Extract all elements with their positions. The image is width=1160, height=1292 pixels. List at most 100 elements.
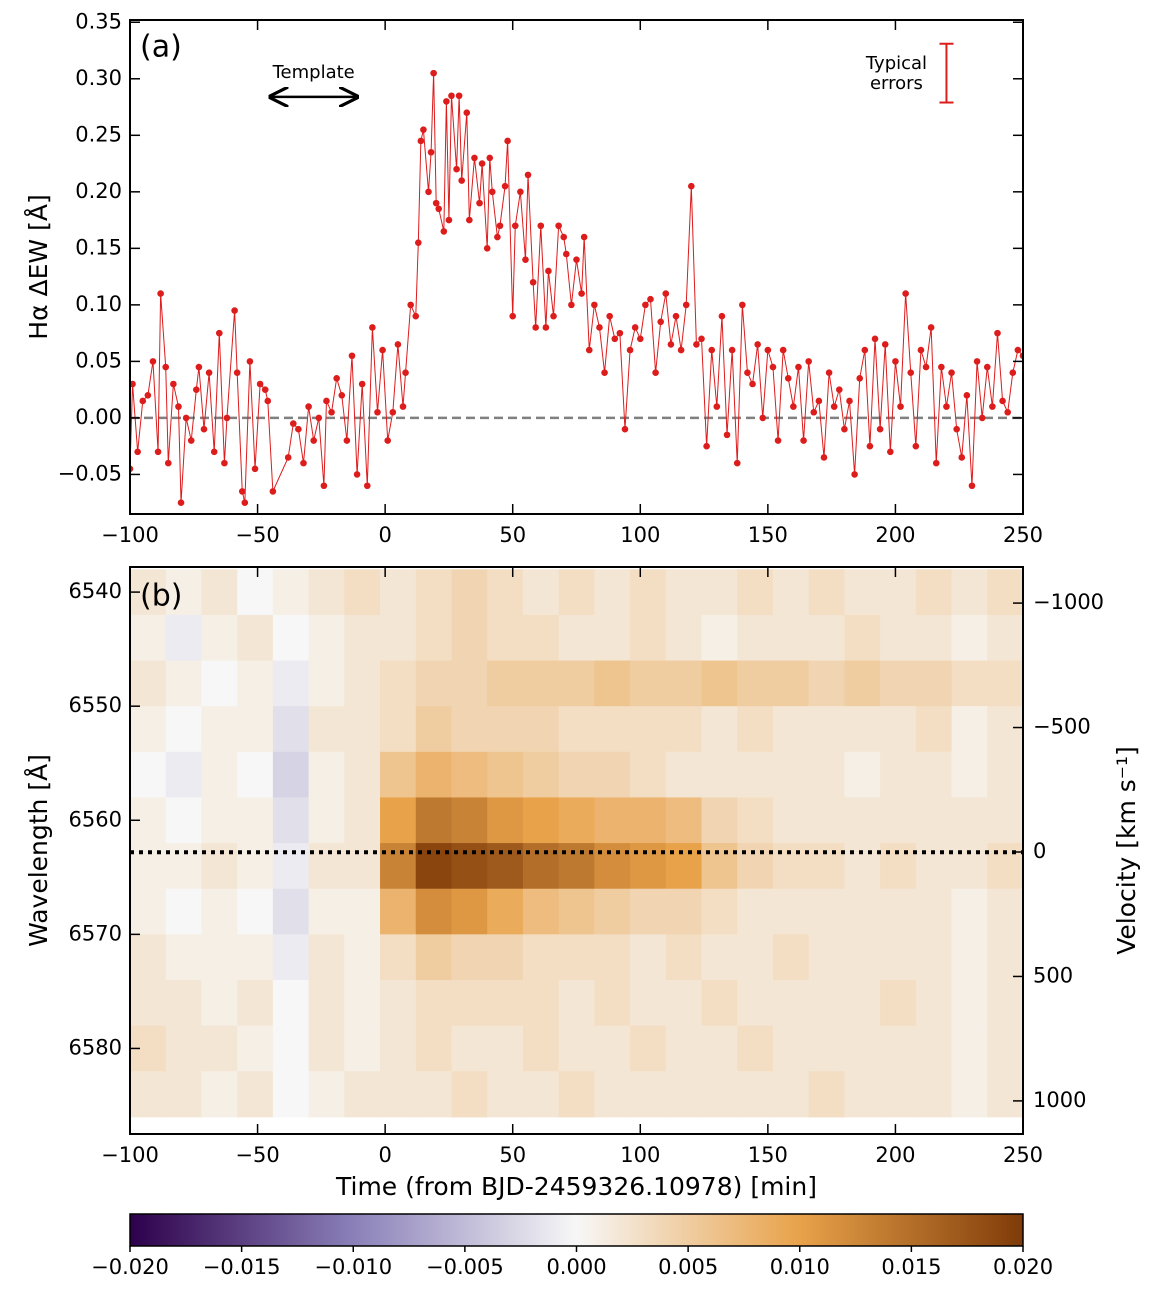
heatmap-cell bbox=[522, 797, 560, 844]
y-tick-label: 0.25 bbox=[75, 122, 122, 146]
heatmap-cell bbox=[808, 979, 845, 1027]
data-point bbox=[430, 69, 437, 77]
heatmap-cell bbox=[487, 706, 524, 753]
heatmap-cell bbox=[665, 888, 703, 935]
y-tick-label: 0.35 bbox=[75, 9, 122, 33]
heatmap-cell bbox=[665, 934, 703, 981]
data-point bbox=[415, 239, 422, 246]
data-point bbox=[580, 233, 588, 241]
data-point bbox=[251, 465, 259, 473]
data-point bbox=[195, 363, 203, 371]
data-point bbox=[348, 352, 356, 360]
heatmap-cell bbox=[201, 569, 238, 616]
y-tick-label: −0.05 bbox=[58, 461, 122, 485]
data-point bbox=[200, 425, 208, 433]
data-point bbox=[897, 403, 904, 410]
heatmap-cell bbox=[344, 569, 381, 616]
data-point bbox=[494, 233, 501, 241]
heatmap-cell bbox=[380, 614, 417, 662]
panel-label: (b) bbox=[140, 579, 182, 614]
colorbar-tick-label: 0.010 bbox=[770, 1255, 830, 1279]
heatmap-cell bbox=[415, 1025, 452, 1072]
data-point bbox=[162, 363, 170, 371]
heatmap-cell bbox=[272, 1025, 310, 1072]
heatmap-cell bbox=[880, 888, 917, 935]
heatmap-cell bbox=[701, 1071, 738, 1118]
data-point bbox=[295, 425, 302, 433]
data-point bbox=[871, 335, 879, 343]
data-point bbox=[718, 312, 726, 320]
x-tick-label: 100 bbox=[620, 523, 660, 547]
heatmap-cell bbox=[772, 706, 810, 753]
x-tick-label: 0 bbox=[378, 1143, 391, 1167]
data-point bbox=[744, 369, 751, 376]
data-point bbox=[815, 397, 823, 405]
data-point bbox=[560, 233, 568, 241]
heatmap-cell bbox=[522, 1025, 560, 1072]
data-point bbox=[830, 403, 838, 410]
heatmap-cell bbox=[487, 934, 524, 981]
data-point bbox=[892, 358, 899, 365]
data-point bbox=[509, 312, 517, 320]
heatmap-cell bbox=[987, 843, 1023, 890]
heatmap-cell bbox=[487, 797, 524, 844]
data-point bbox=[708, 346, 716, 354]
data-point bbox=[835, 386, 843, 393]
data-point bbox=[483, 245, 491, 252]
heatmap-cell bbox=[451, 751, 488, 798]
data-point bbox=[478, 160, 486, 167]
heatmap-cell bbox=[844, 660, 881, 707]
heatmap-cell bbox=[308, 660, 345, 707]
heatmap-cell bbox=[844, 1025, 881, 1072]
heatmap-cell bbox=[237, 706, 274, 753]
data-point bbox=[861, 346, 869, 354]
heatmap-cell bbox=[665, 843, 703, 890]
data-point bbox=[601, 369, 608, 376]
heatmap-cell bbox=[951, 888, 988, 935]
data-point bbox=[912, 442, 920, 450]
data-point bbox=[764, 346, 772, 354]
data-point bbox=[932, 459, 940, 467]
heatmap-cell bbox=[630, 797, 667, 844]
heatmap-cell bbox=[380, 1025, 417, 1072]
heatmap-cell bbox=[165, 614, 202, 662]
data-point bbox=[445, 216, 453, 224]
y-tick-label: 0.05 bbox=[75, 348, 122, 372]
heatmap-cell bbox=[558, 706, 595, 753]
heatmap-cell bbox=[272, 706, 310, 753]
x-tick-label: 50 bbox=[499, 523, 526, 547]
colorbar bbox=[129, 1213, 1024, 1247]
data-point bbox=[223, 414, 231, 422]
data-point bbox=[693, 341, 700, 348]
x-tick-label: 50 bbox=[499, 1143, 526, 1167]
heatmap-cell bbox=[594, 751, 631, 798]
heatmap-cell bbox=[951, 569, 988, 616]
heatmap-cell bbox=[308, 888, 345, 935]
x-axis-label: Time (from BJD-2459326.10978) [min] bbox=[335, 1172, 817, 1201]
data-point bbox=[435, 205, 443, 213]
heatmap-cell bbox=[201, 934, 238, 981]
y-tick-label: 6550 bbox=[69, 693, 122, 717]
heatmap-cell bbox=[630, 1071, 667, 1118]
heatmap-cell bbox=[772, 979, 810, 1027]
heatmap-cell bbox=[630, 888, 667, 935]
data-point bbox=[973, 358, 981, 365]
data-point bbox=[626, 346, 634, 354]
heatmap-cell bbox=[594, 843, 631, 890]
heatmap-cell bbox=[594, 706, 631, 753]
heatmap-cell bbox=[880, 569, 917, 616]
heatmap-cell bbox=[951, 979, 988, 1027]
heatmap-cell bbox=[558, 797, 595, 844]
heatmap-cell bbox=[808, 1025, 845, 1072]
heatmap-cell bbox=[951, 660, 988, 707]
data-point bbox=[463, 109, 471, 116]
x-tick-label: 100 bbox=[620, 1143, 660, 1167]
heatmap-cell bbox=[487, 751, 524, 798]
heatmap-cell bbox=[630, 569, 667, 616]
data-point bbox=[394, 341, 402, 348]
data-point bbox=[210, 448, 218, 456]
data-point bbox=[177, 499, 185, 506]
y-axis-label: Wavelength [Å] bbox=[24, 754, 53, 947]
heatmap-cell bbox=[772, 843, 810, 890]
heatmap-cell bbox=[344, 843, 381, 890]
